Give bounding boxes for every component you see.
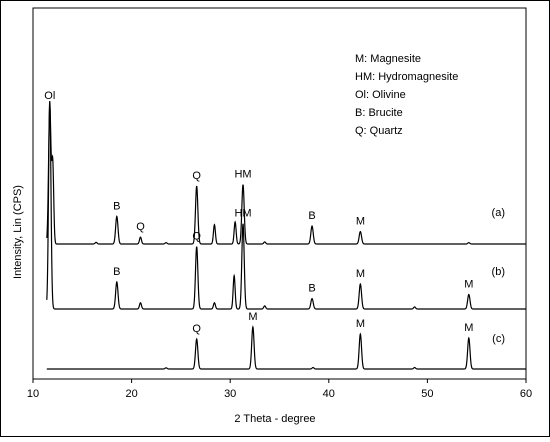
x-tick-label: 50	[421, 388, 433, 400]
xrd-traces	[46, 100, 526, 370]
x-tick-label: 20	[125, 388, 137, 400]
peak-label-m: M	[464, 278, 473, 290]
series-label-c: (c)	[492, 333, 505, 345]
legend-entry: HM: Hydromagnesite	[355, 71, 458, 83]
legend-entry: B: Brucite	[355, 107, 403, 119]
series-line-a	[46, 105, 526, 245]
peak-label-m: M	[356, 216, 365, 228]
peak-label-ol: Ol	[44, 90, 55, 102]
x-tick-label: 60	[520, 388, 532, 400]
y-axis-label: Intensity, Lin (CPS)	[12, 185, 24, 279]
peak-label-m: M	[356, 318, 365, 330]
plot-area	[32, 7, 527, 380]
series-line-b	[46, 100, 526, 310]
x-axis: 10 20 30 40 50 60	[27, 379, 532, 400]
peak-label-hm: HM	[234, 208, 251, 220]
series-labels: (a) (b) (c)	[492, 207, 505, 345]
peak-label-q: Q	[192, 231, 201, 243]
series-label-b: (b)	[492, 266, 505, 278]
peak-label-b: B	[308, 283, 315, 295]
peak-label-b: B	[113, 266, 120, 278]
peak-label-hm: HM	[234, 169, 251, 181]
peak-label-b: B	[308, 210, 315, 222]
peak-label-q: Q	[192, 323, 201, 335]
peak-label-q: Q	[136, 221, 145, 233]
x-tick-label: 40	[323, 388, 335, 400]
x-tick-label: 30	[224, 388, 236, 400]
x-axis-label: 2 Theta - degree	[234, 413, 315, 425]
peak-label-b: B	[113, 200, 120, 212]
x-tick-label: 10	[27, 388, 39, 400]
peak-label-m: M	[248, 311, 257, 323]
peak-label-m: M	[464, 322, 473, 334]
peak-label-m: M	[356, 268, 365, 280]
series-line-c	[46, 325, 526, 370]
legend-entry: Q: Quartz	[355, 125, 403, 137]
legend: M: Magnesite HM: Hydromagnesite Ol: Olivin…	[355, 53, 458, 137]
peak-label-q: Q	[192, 170, 201, 182]
series-label-a: (a)	[492, 207, 505, 219]
legend-entry: Ol: Olivine	[355, 89, 406, 101]
peak-labels: Ol B Q Q HM B M B Q HM B M M Q M M M	[44, 90, 473, 335]
legend-entry: M: Magnesite	[355, 53, 421, 65]
